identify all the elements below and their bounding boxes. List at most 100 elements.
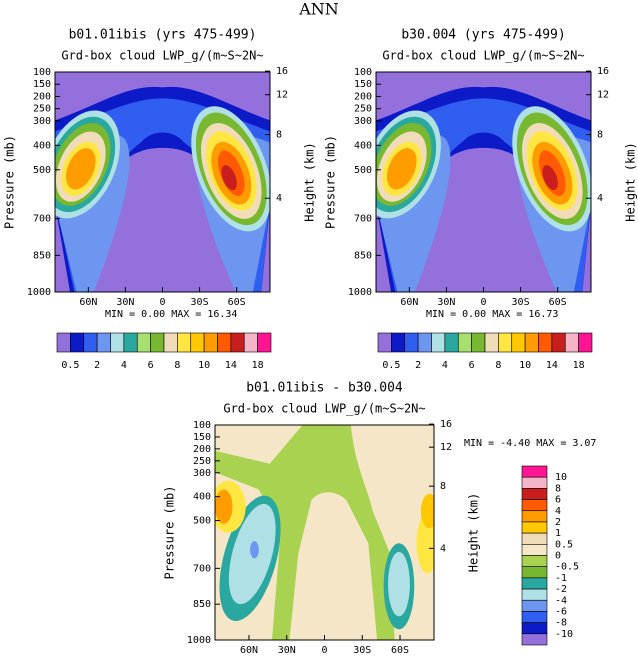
- colorbar-box: [521, 544, 548, 556]
- y2-tick-label: 16: [440, 419, 452, 430]
- colorbar-box: [457, 332, 472, 353]
- y2-axis-label: Height (km): [303, 142, 317, 221]
- colorbar-box: [521, 599, 548, 612]
- colorbar-box: [551, 332, 566, 353]
- y2-tick-label: 12: [276, 90, 288, 101]
- x-tick-label: 60N: [400, 297, 418, 308]
- y2-tick-label: 8: [276, 130, 282, 141]
- figure-title: ANN: [298, 0, 339, 19]
- y2-tick-label: 16: [597, 66, 609, 77]
- y-tick-label: 300: [354, 116, 372, 127]
- y2-axis-label: Height (km): [467, 493, 481, 572]
- x-tick-label: 0: [321, 645, 327, 656]
- colorbar-box: [217, 332, 232, 353]
- y-tick-label: 500: [33, 165, 51, 176]
- x-tick-label: 0: [480, 297, 486, 308]
- y-tick-label: 150: [354, 79, 372, 90]
- colorbar-box: [417, 332, 432, 353]
- x-tick-label: 60N: [79, 297, 97, 308]
- colorbar-box: [521, 476, 548, 489]
- chart-subtitle: Grd-box cloud LWP_g/(m~S~2N~: [382, 49, 584, 63]
- y-tick-label: 100: [193, 420, 211, 431]
- y-tick-label: 400: [354, 140, 372, 151]
- colorbar-box: [521, 499, 548, 512]
- stats: MIN = 0.00 MAX = 16.73: [426, 309, 558, 320]
- stats: MIN = -4.40 MAX = 3.07: [464, 438, 596, 449]
- colorbar-box: [578, 332, 593, 353]
- colorbar-box: [521, 510, 548, 523]
- colorbar-box: [391, 332, 406, 353]
- colorbar-box: [96, 332, 111, 353]
- colorbar-box: [163, 332, 178, 353]
- y-axis-label: Pressure (mb): [3, 135, 17, 229]
- y-tick-label: 850: [354, 250, 372, 261]
- colorbar-box: [243, 332, 258, 353]
- colorbar-label: 10: [555, 472, 567, 483]
- colorbar-label: 1: [555, 528, 561, 539]
- y-tick-label: 700: [354, 214, 372, 225]
- y-tick-label: 300: [33, 116, 51, 127]
- colorbar-box: [498, 332, 513, 353]
- colorbar-box: [511, 332, 526, 353]
- colorbar-label: -10: [555, 629, 573, 640]
- colorbar-label: 6: [148, 360, 154, 371]
- colorbar-box: [521, 465, 548, 478]
- colorbar-label: 14: [225, 360, 237, 371]
- colorbar-box: [521, 611, 548, 623]
- chart-subtitle: Grd-box cloud LWP_g/(m~S~2N~: [223, 402, 425, 416]
- colorbar-label: 2: [415, 360, 421, 371]
- colorbar-label: 4: [442, 360, 448, 371]
- x-tick-label: 30N: [116, 297, 134, 308]
- chart-title: b01.01ibis (yrs 475-499): [69, 28, 257, 43]
- x-tick-label: 30S: [512, 297, 530, 308]
- colorbar-box: [257, 332, 272, 353]
- chart-title: b30.004 (yrs 475-499): [401, 28, 565, 43]
- colorbar-label: -8: [555, 618, 567, 629]
- y-axis-label: Pressure (mb): [324, 135, 338, 229]
- colorbar-box: [521, 566, 548, 579]
- y-tick-label: 1000: [27, 287, 51, 298]
- x-tick-label: 30S: [353, 645, 371, 656]
- x-tick-label: 60S: [549, 297, 567, 308]
- colorbar-box: [203, 332, 218, 353]
- colorbar-label: 10: [198, 360, 210, 371]
- y-tick-label: 200: [193, 444, 211, 455]
- colorbar-box: [230, 332, 245, 353]
- y-tick-label: 700: [33, 214, 51, 225]
- colorbar-box: [471, 332, 486, 353]
- colorbar-box: [521, 488, 548, 500]
- colorbar-label: 8: [555, 483, 561, 494]
- colorbar-box: [56, 332, 71, 353]
- y2-tick-label: 4: [597, 193, 603, 204]
- colorbar-label: 6: [469, 360, 475, 371]
- colorbar-box: [521, 622, 548, 635]
- stats: MIN = 0.00 MAX = 16.34: [105, 309, 237, 320]
- colorbar-label: -2: [555, 584, 567, 595]
- colorbar-box: [190, 332, 205, 353]
- colorbar-label: 0.5: [61, 360, 79, 371]
- x-tick-label: 60S: [391, 645, 409, 656]
- contour-field: [376, 72, 591, 292]
- colorbar-box: [564, 332, 579, 353]
- x-tick-label: 30S: [191, 297, 209, 308]
- colorbar-box: [177, 332, 192, 353]
- chart-subtitle: Grd-box cloud LWP_g/(m~S~2N~: [61, 49, 263, 63]
- colorbar-label: 8: [174, 360, 180, 371]
- colorbar-box: [521, 588, 548, 601]
- y-tick-label: 200: [33, 91, 51, 102]
- colorbar-label: 0.5: [555, 539, 573, 550]
- colorbar-box: [521, 555, 548, 567]
- colorbar-box: [521, 633, 548, 646]
- y2-tick-label: 12: [440, 442, 452, 453]
- y2-tick-label: 16: [276, 66, 288, 77]
- colorbar-label: 0: [555, 551, 561, 562]
- colorbar-label: 8: [495, 360, 501, 371]
- colorbar-label: 4: [121, 360, 127, 371]
- colorbar-box: [538, 332, 553, 353]
- colorbar-box: [524, 332, 539, 353]
- colorbar-label: 0.5: [382, 360, 400, 371]
- x-tick-label: 30N: [437, 297, 455, 308]
- colorbar-label: 2: [94, 360, 100, 371]
- x-tick-label: 0: [159, 297, 165, 308]
- contour-field: [55, 72, 270, 292]
